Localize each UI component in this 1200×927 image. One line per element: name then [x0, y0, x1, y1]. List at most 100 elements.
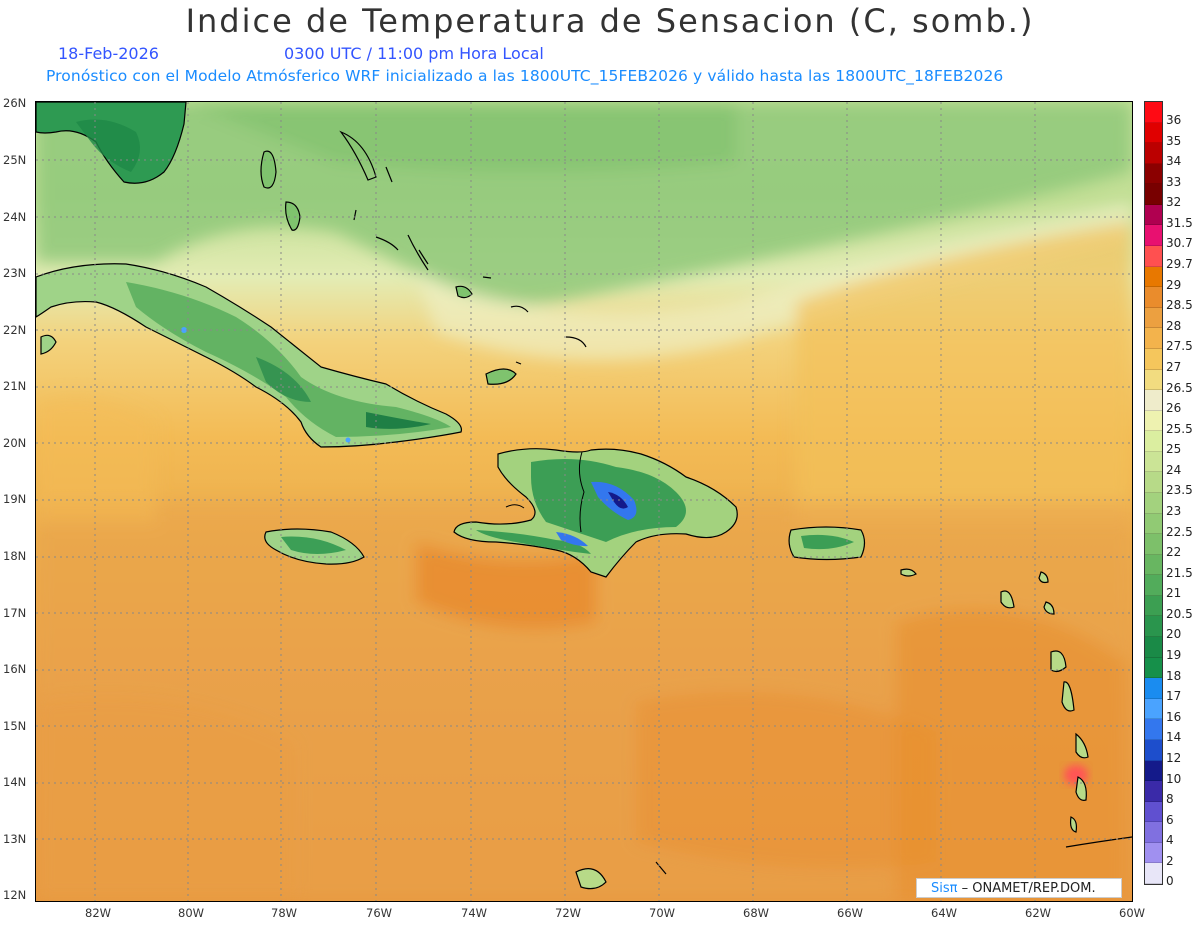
- colorbar-segment: [1145, 678, 1162, 699]
- colorbar-segment: [1145, 204, 1162, 226]
- lon-label: 80W: [178, 906, 205, 920]
- colorbar-label: 25: [1166, 442, 1182, 457]
- lat-label: 24N: [3, 210, 27, 224]
- colorbar-label: 2: [1166, 853, 1174, 868]
- puerto-rico: [788, 526, 866, 561]
- colorbar-label: 22: [1166, 545, 1182, 560]
- colorbar-segment: [1145, 492, 1162, 514]
- model-subtitle: Pronóstico con el Modelo Atmósferico WRF…: [46, 67, 1004, 85]
- colorbar-segment: [1145, 451, 1162, 473]
- hispaniola: [453, 448, 738, 578]
- colorbar-label: 23: [1166, 504, 1182, 518]
- lat-label: 21N: [3, 379, 27, 393]
- lat-label: 17N: [3, 606, 27, 620]
- colorbar-segment: [1145, 698, 1162, 720]
- colorbar-label: 23.5: [1166, 483, 1193, 498]
- jamaica: [264, 528, 365, 565]
- colorbar-segment: [1145, 369, 1162, 391]
- colorbar-label: 26.5: [1166, 380, 1193, 395]
- colorbar-segment: [1145, 143, 1162, 164]
- cuba: [36, 263, 463, 448]
- colorbar-segment: [1145, 163, 1162, 185]
- map-canvas: [36, 102, 1132, 901]
- colorbar-segment: [1145, 637, 1162, 658]
- colorbar-label: 12: [1166, 750, 1182, 765]
- lat-label: 26N: [3, 96, 27, 110]
- lat-label: 12N: [3, 888, 27, 902]
- colorbar-segment: [1145, 760, 1162, 782]
- colorbar-segment: [1145, 554, 1162, 576]
- colorbar-segment: [1145, 863, 1162, 884]
- colorbar-label: 33: [1166, 174, 1182, 189]
- credit-badge: Sisπ – ONAMET/REP.DOM.: [916, 878, 1122, 898]
- valid-line: 18-Feb-2026 0300 UTC / 11:00 pm Hora Loc…: [58, 44, 544, 63]
- lon-label: 74W: [461, 906, 488, 920]
- colorbar-label: 8: [1166, 792, 1174, 807]
- colorbar-label: 36: [1166, 113, 1182, 127]
- lon-label: 76W: [366, 906, 393, 920]
- colorbar-segment: [1145, 184, 1162, 205]
- colorbar-segment: [1145, 225, 1162, 247]
- colorbar-label: 21.5: [1166, 565, 1193, 580]
- hotspot: [1064, 765, 1088, 785]
- colorbar-label: 6: [1166, 812, 1174, 827]
- lesser-antilles: [575, 568, 1089, 890]
- lon-label: 66W: [837, 906, 864, 920]
- colorbar-segment: [1145, 410, 1162, 432]
- colorbar-label: 10: [1166, 771, 1182, 786]
- colorbar-segment: [1145, 266, 1162, 288]
- colorbar-segment: [1145, 822, 1162, 843]
- colorbar-segment: [1145, 287, 1162, 308]
- heat-index-map: [35, 101, 1133, 902]
- colorbar-label: 25.5: [1166, 421, 1193, 436]
- bahamas: [260, 130, 587, 385]
- colorbar-label: 27: [1166, 359, 1182, 374]
- colorbar-segment: [1145, 122, 1162, 144]
- colorbar-segment: [1145, 801, 1162, 823]
- colorbar-label: 30.7: [1166, 236, 1193, 251]
- colorbar-label: 18: [1166, 668, 1182, 683]
- colorbar-segment: [1145, 657, 1162, 679]
- map-title: Indice de Temperatura de Sensacion (C, s…: [185, 2, 1035, 40]
- colorbar-segment: [1145, 575, 1162, 596]
- colorbar-segment: [1145, 781, 1162, 802]
- colorbar-segment: [1145, 534, 1162, 555]
- lat-label: 18N: [3, 549, 27, 563]
- colorbar: [1144, 101, 1163, 885]
- colorbar-segment: [1145, 472, 1162, 493]
- colorbar-label: 28: [1166, 318, 1182, 333]
- colorbar-label: 17: [1166, 689, 1182, 704]
- colorbar-label: 4: [1166, 833, 1174, 848]
- lat-label: 25N: [3, 153, 27, 167]
- colorbar-label: 28.5: [1166, 298, 1193, 313]
- colorbar-label: 34: [1166, 154, 1182, 169]
- colorbar-label: 35: [1166, 133, 1182, 148]
- colorbar-segment: [1145, 616, 1162, 638]
- lon-label: 68W: [743, 906, 770, 920]
- colorbar-segment: [1145, 102, 1162, 123]
- colorbar-label: 27.5: [1166, 339, 1193, 354]
- colorbar-segment: [1145, 348, 1162, 370]
- colorbar-segment: [1145, 513, 1162, 535]
- colorbar-segment: [1145, 719, 1162, 740]
- colorbar-label: 20: [1166, 627, 1182, 642]
- colorbar-label: 24: [1166, 462, 1182, 477]
- colorbar-label: 16: [1166, 709, 1182, 724]
- temperature-field: [36, 102, 1132, 901]
- colorbar-label: 26: [1166, 401, 1182, 416]
- colorbar-segment: [1145, 842, 1162, 864]
- graticule: [36, 102, 1132, 901]
- lat-label: 22N: [3, 323, 27, 337]
- south-america-coast: [1065, 836, 1132, 848]
- lon-label: 64W: [931, 906, 958, 920]
- forecast-time: 0300 UTC / 11:00 pm Hora Local: [284, 44, 544, 63]
- lat-label: 15N: [3, 719, 27, 733]
- lat-label: 20N: [3, 436, 27, 450]
- isla-juventud: [40, 334, 57, 355]
- lon-label: 82W: [85, 906, 112, 920]
- colorbar-segment: [1145, 307, 1162, 329]
- colorbar-label: 32: [1166, 195, 1182, 210]
- colorbar-label: 29: [1166, 277, 1182, 292]
- lon-label: 70W: [649, 906, 676, 920]
- colorbar-label: 21: [1166, 586, 1182, 601]
